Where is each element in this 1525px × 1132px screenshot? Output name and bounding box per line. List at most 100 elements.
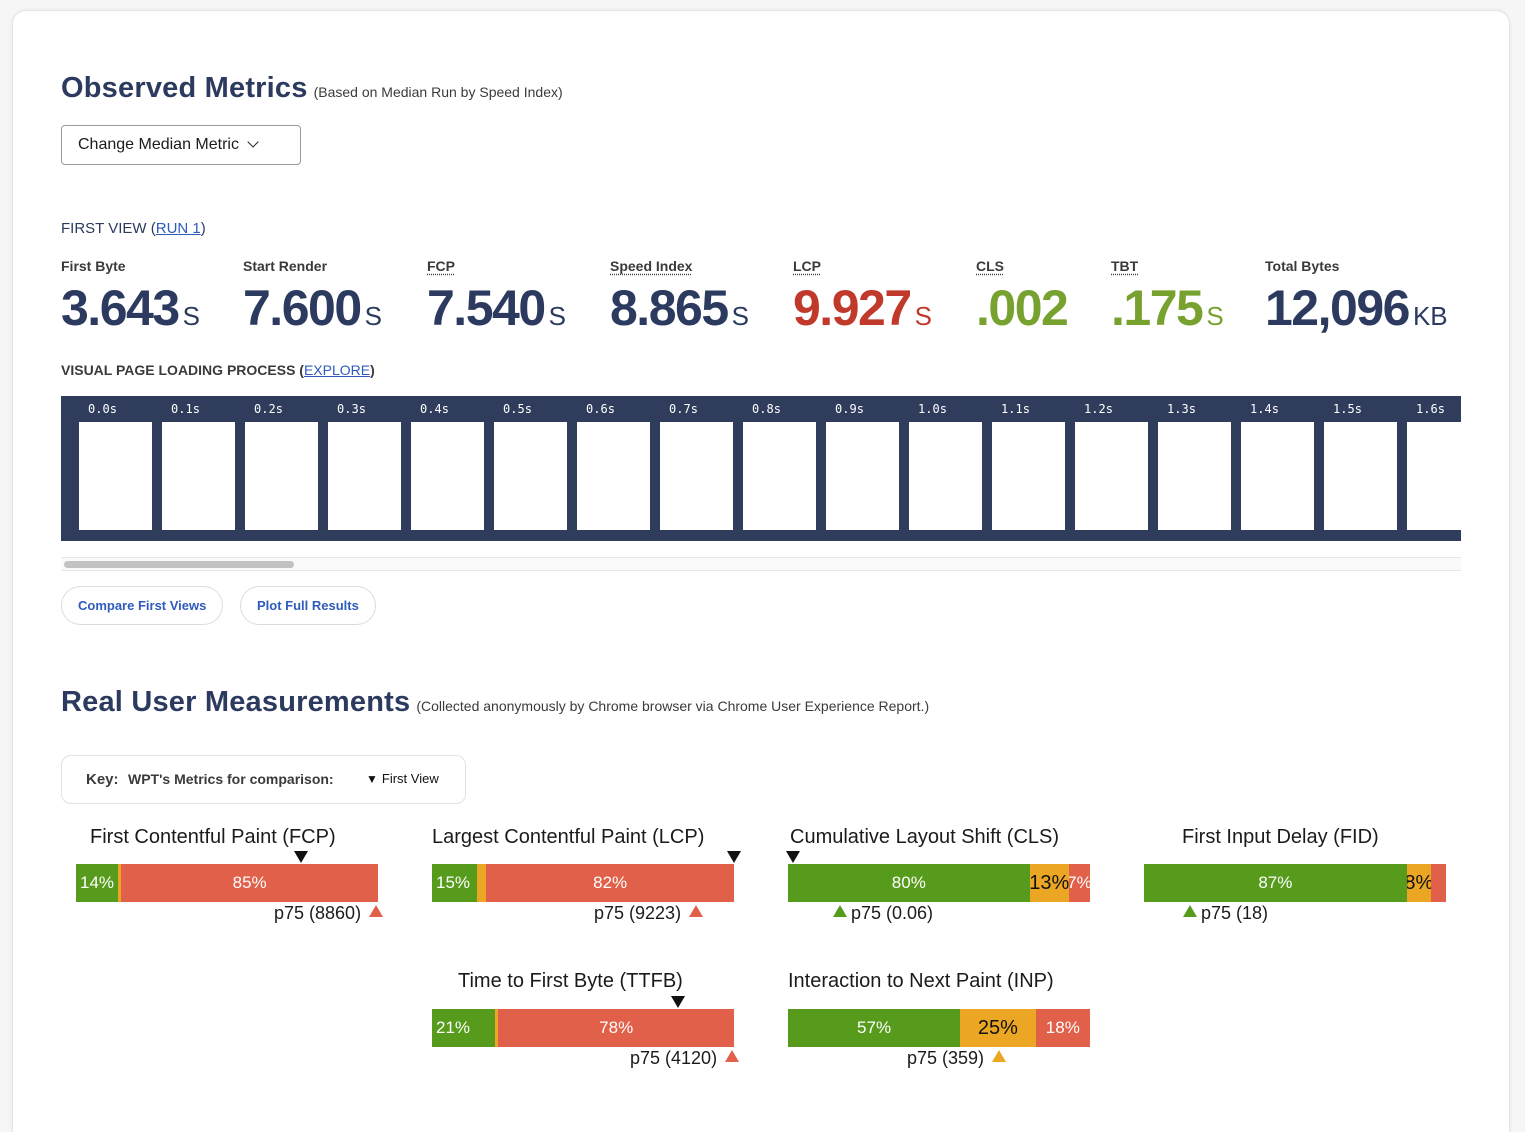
metric-value: 8.865 S bbox=[610, 280, 749, 336]
frame-time-label: 0.0s bbox=[88, 402, 117, 416]
p75-indicator: p75 (9223) bbox=[594, 903, 704, 924]
key-first-view: ▼ First View bbox=[366, 771, 439, 786]
filmstrip-frame[interactable]: 0.5s bbox=[476, 396, 567, 541]
bar-segment-good: 80% bbox=[788, 864, 1030, 902]
frame-time-label: 1.6s bbox=[1416, 402, 1445, 416]
filmstrip-frame[interactable]: 1.0s bbox=[891, 396, 982, 541]
plot-full-results-button[interactable]: Plot Full Results bbox=[240, 586, 376, 625]
frame-thumbnail[interactable] bbox=[245, 422, 318, 530]
bar-segment-good: 15% bbox=[432, 864, 478, 902]
filmstrip-frame[interactable]: 1.5s bbox=[1306, 396, 1397, 541]
frame-thumbnail[interactable] bbox=[577, 422, 650, 530]
metric-value: .002 bbox=[976, 280, 1069, 336]
change-median-metric-label: Change Median Metric bbox=[78, 136, 239, 153]
frame-thumbnail[interactable] bbox=[411, 422, 484, 530]
crux-distribution-bar: 57% 25% 18% bbox=[788, 1009, 1090, 1047]
bar-segment-good: 57% bbox=[788, 1009, 961, 1047]
frame-thumbnail[interactable] bbox=[1407, 422, 1461, 530]
frame-time-label: 1.3s bbox=[1167, 402, 1196, 416]
filmstrip-frame[interactable]: 0.6s bbox=[559, 396, 650, 541]
scrollbar-thumb[interactable] bbox=[64, 561, 294, 568]
filmstrip-scrollbar[interactable] bbox=[61, 557, 1461, 571]
metric-unit: S bbox=[364, 301, 382, 331]
metric-cls: CLS .002 bbox=[976, 258, 1071, 342]
metric-label: Start Render bbox=[243, 258, 328, 274]
metric-label[interactable]: CLS bbox=[976, 258, 1004, 274]
run-1-link[interactable]: RUN 1 bbox=[155, 220, 201, 237]
filmstrip-frame[interactable]: 0.8s bbox=[725, 396, 816, 541]
frame-thumbnail[interactable] bbox=[1324, 422, 1397, 530]
frame-thumbnail[interactable] bbox=[328, 422, 401, 530]
bar-segment-ok bbox=[495, 1009, 499, 1047]
p75-triangle-up-icon bbox=[725, 1050, 740, 1062]
bar-segment-good: 21% bbox=[432, 1009, 496, 1047]
explore-link[interactable]: EXPLORE bbox=[303, 362, 371, 378]
filmstrip-frame[interactable]: 0.0s bbox=[61, 396, 152, 541]
metric-label[interactable]: Speed Index bbox=[610, 258, 693, 274]
bar-segment-poor: 82% bbox=[486, 864, 734, 902]
metric-fcp: FCP 7.540 S bbox=[427, 258, 566, 342]
filmstrip-frame[interactable]: 1.4s bbox=[1223, 396, 1314, 541]
filmstrip-frame[interactable]: 1.3s bbox=[1140, 396, 1231, 541]
crux-metric-title: First Contentful Paint (FCP) bbox=[90, 826, 336, 848]
metric-value: 9.927 S bbox=[793, 280, 932, 336]
metric-label[interactable]: LCP bbox=[793, 258, 821, 274]
crux-distribution-bar: 21% 78% bbox=[432, 1009, 734, 1047]
crux-metric-title: Cumulative Layout Shift (CLS) bbox=[790, 826, 1060, 848]
p75-value: p75 (0.06) bbox=[851, 903, 934, 923]
p75-indicator: p75 (359) bbox=[907, 1048, 1007, 1069]
frame-thumbnail[interactable] bbox=[660, 422, 733, 530]
crux-metric-title: Largest Contentful Paint (LCP) bbox=[432, 826, 705, 848]
frame-time-label: 1.4s bbox=[1250, 402, 1279, 416]
frame-time-label: 0.5s bbox=[503, 402, 532, 416]
bar-segment-ok bbox=[118, 864, 122, 902]
frame-thumbnail[interactable] bbox=[494, 422, 567, 530]
p75-triangle-up-icon bbox=[1183, 905, 1197, 917]
p75-triangle-up-icon bbox=[689, 905, 704, 917]
observed-metrics-subtitle: (Based on Median Run by Speed Index) bbox=[313, 84, 563, 100]
filmstrip-frame[interactable]: 0.2s bbox=[227, 396, 318, 541]
metric-total-bytes: Total Bytes 12,096 KB bbox=[1265, 258, 1448, 342]
metric-start-render: Start Render 7.600 S bbox=[243, 258, 382, 342]
filmstrip-frame[interactable]: 1.2s bbox=[1057, 396, 1148, 541]
filmstrip-frame[interactable]: 1.1s bbox=[974, 396, 1065, 541]
filmstrip-frame[interactable]: 0.4s bbox=[393, 396, 484, 541]
frame-thumbnail[interactable] bbox=[1075, 422, 1148, 530]
filmstrip[interactable]: 0.0s 0.1s 0.2s 0.3s 0.4s 0.5s 0.6s 0.7s 0.8s 0.9s… bbox=[61, 396, 1461, 541]
filmstrip-frame[interactable]: 0.1s bbox=[144, 396, 235, 541]
rum-title: Real User Measurements bbox=[61, 686, 411, 718]
filmstrip-frame[interactable]: 0.7s bbox=[642, 396, 733, 541]
p75-value: p75 (4120) bbox=[630, 1048, 718, 1068]
frame-time-label: 0.4s bbox=[420, 402, 449, 416]
frame-thumbnail[interactable] bbox=[1158, 422, 1231, 530]
key-first-view-label: First View bbox=[381, 771, 439, 786]
compare-first-views-button[interactable]: Compare First Views bbox=[61, 586, 224, 625]
frame-thumbnail[interactable] bbox=[992, 422, 1065, 530]
filmstrip-frame[interactable]: 1.6s bbox=[1389, 396, 1461, 541]
frame-thumbnail[interactable] bbox=[1241, 422, 1314, 530]
frame-time-label: 1.2s bbox=[1084, 402, 1113, 416]
frame-thumbnail[interactable] bbox=[79, 422, 152, 530]
metric-unit: S bbox=[1206, 301, 1224, 331]
triangle-down-icon: ▼ bbox=[366, 772, 378, 786]
metric-label[interactable]: FCP bbox=[427, 258, 455, 274]
crux-distribution-bar: 14% 85% bbox=[76, 864, 378, 902]
change-median-metric-button[interactable]: Change Median Metric bbox=[61, 125, 301, 165]
filmstrip-frame[interactable]: 0.3s bbox=[310, 396, 401, 541]
p75-value: p75 (18) bbox=[1201, 903, 1269, 923]
crux-distribution-bar: 80%13%7% bbox=[788, 864, 1090, 902]
frame-thumbnail[interactable] bbox=[162, 422, 235, 530]
metric-first-byte: First Byte 3.643 S bbox=[61, 258, 200, 342]
frame-thumbnail[interactable] bbox=[826, 422, 899, 530]
metric-value: 7.600 S bbox=[243, 280, 382, 336]
filmstrip-frame[interactable]: 0.9s bbox=[808, 396, 899, 541]
crux-metric-title: Interaction to Next Paint (INP) bbox=[788, 970, 1054, 992]
first-view-prefix: FIRST VIEW ( bbox=[61, 220, 156, 237]
frame-thumbnail[interactable] bbox=[743, 422, 816, 530]
metric-label[interactable]: TBT bbox=[1111, 258, 1139, 274]
frame-thumbnail[interactable] bbox=[909, 422, 982, 530]
bar-segment-poor: 7% bbox=[1068, 864, 1090, 902]
p75-value: p75 (9223) bbox=[594, 903, 682, 923]
bar-segment-poor bbox=[1430, 864, 1446, 902]
rum-subtitle: (Collected anonymously by Chrome browser… bbox=[416, 698, 930, 714]
